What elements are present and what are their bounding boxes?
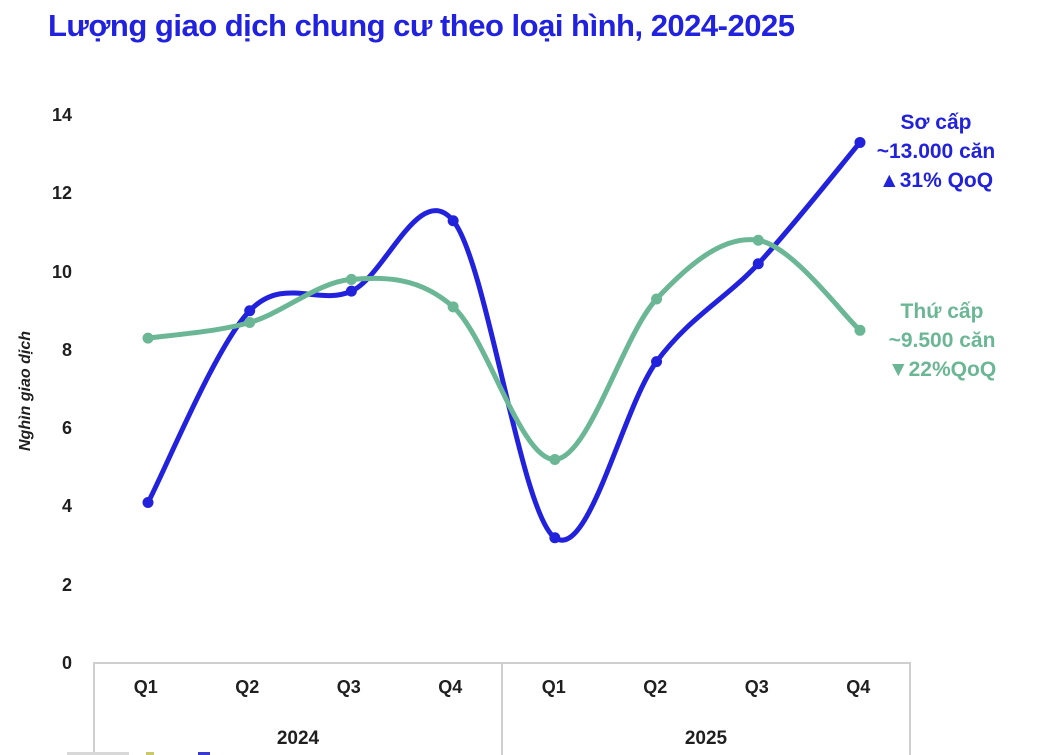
y-axis-ticks: 0 2 4 6 8 10 12 14	[30, 0, 72, 755]
data-point-marker	[651, 293, 663, 305]
x-axis-group-2024: Q1 Q2 Q3 Q4 2024	[95, 664, 501, 755]
data-point-marker	[752, 234, 764, 246]
chart-title: Lượng giao dịch chung cư theo loại hình,…	[48, 8, 795, 43]
quarter-label: Q1	[541, 677, 566, 697]
data-point-marker	[142, 332, 154, 344]
data-point-marker	[549, 453, 561, 465]
annotation-secondary-series: Thứ cấp ~9.500 căn ▼22%QoQ	[852, 297, 1032, 384]
quarter-label: Q2	[235, 677, 260, 697]
year-label-2024: 2024	[276, 728, 320, 749]
quarter-labels-2025: Q1 Q2 Q3 Q4	[503, 677, 909, 698]
data-point-marker	[447, 301, 459, 313]
data-point-marker	[244, 316, 256, 328]
annotation-primary-volume: ~13.000 căn	[876, 140, 996, 163]
data-point-marker	[142, 497, 154, 509]
annotation-primary-series: Sơ cấp ~13.000 căn ▲31% QoQ	[846, 108, 1026, 195]
series-line-primary	[145, 139, 863, 543]
annotation-secondary-volume: ~9.500 căn	[888, 329, 996, 352]
cropped-text-fragment	[198, 752, 210, 755]
y-tick-4: 4	[61, 496, 72, 517]
quarter-label: Q1	[133, 677, 158, 697]
data-point-marker	[752, 258, 764, 270]
y-tick-10: 10	[51, 261, 72, 282]
annotation-primary-name: Sơ cấp	[900, 111, 972, 134]
annotation-secondary-change: ▼22%QoQ	[887, 358, 997, 381]
y-tick-8: 8	[61, 339, 72, 360]
cropped-text-fragment	[67, 752, 129, 755]
quarter-label: Q4	[438, 677, 463, 697]
quarter-labels-2024: Q1 Q2 Q3 Q4	[95, 677, 501, 698]
series-line-secondary	[145, 237, 863, 462]
data-point-marker	[447, 215, 459, 227]
x-axis-group-2025: Q1 Q2 Q3 Q4 2025	[501, 664, 909, 755]
quarter-label: Q2	[643, 677, 668, 697]
annotation-primary-change: ▲31% QoQ	[878, 169, 994, 192]
x-axis-table: Q1 Q2 Q3 Q4 2024 Q1 Q2 Q3 Q4 2025	[93, 662, 911, 755]
annotation-secondary-name: Thứ cấp	[900, 300, 984, 323]
quarter-label: Q3	[336, 677, 361, 697]
data-point-marker	[549, 532, 561, 544]
cropped-text-fragment	[146, 752, 154, 755]
data-point-marker	[345, 273, 357, 285]
y-tick-14: 14	[51, 105, 72, 126]
year-label-2025: 2025	[684, 728, 728, 749]
quarter-label: Q4	[846, 677, 871, 697]
data-point-marker	[345, 285, 357, 297]
y-tick-12: 12	[51, 183, 72, 204]
data-point-marker	[244, 305, 256, 317]
data-point-marker	[651, 356, 663, 368]
y-tick-6: 6	[61, 418, 72, 439]
y-tick-2: 2	[61, 574, 72, 595]
quarter-label: Q3	[744, 677, 769, 697]
y-tick-0: 0	[61, 653, 72, 673]
